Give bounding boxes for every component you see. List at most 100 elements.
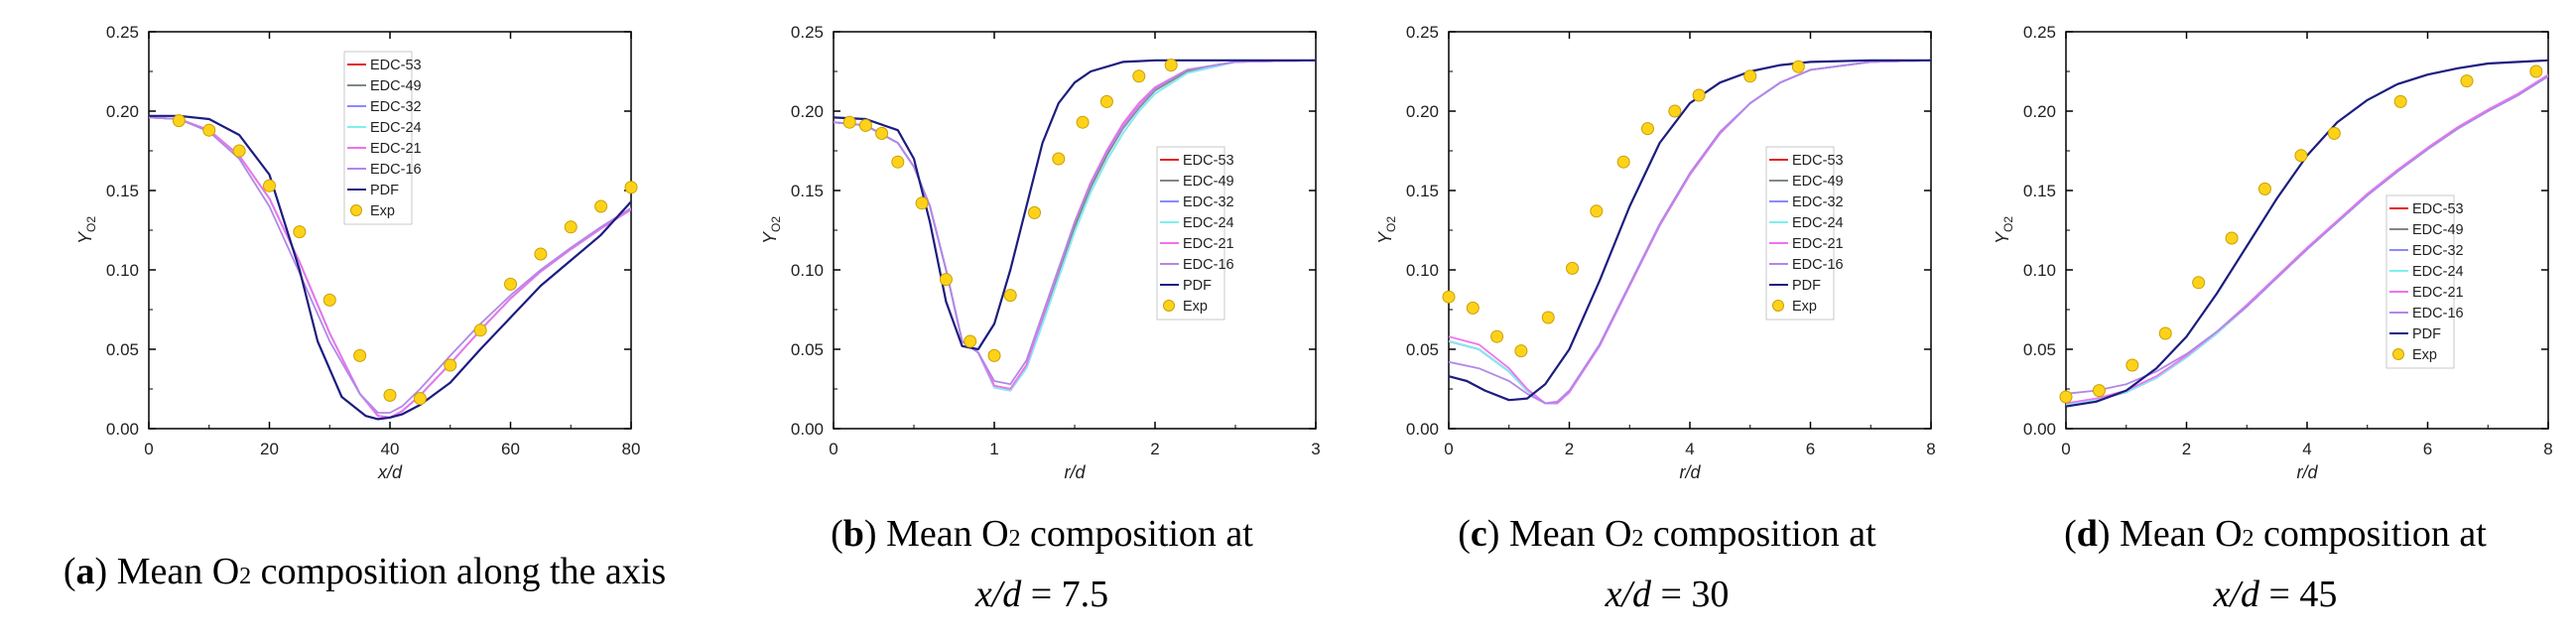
caption-c-text1: Mean O bbox=[1508, 513, 1632, 555]
y-tick-label: 0.20 bbox=[106, 102, 139, 121]
x-tick-label: 6 bbox=[1806, 440, 1815, 458]
x-tick-label: 8 bbox=[1926, 440, 1935, 458]
series-line-edc-49 bbox=[2066, 75, 2548, 406]
chart-panel-a: 0 20 40 60 80 0.00 0.05 0.10 0.15 0.20 0.25 x/d YO2 E… bbox=[75, 23, 640, 482]
series-line-edc-24 bbox=[2066, 75, 2548, 406]
caption-a-sub: 2 bbox=[239, 564, 252, 589]
series-line-edc-16 bbox=[1449, 59, 1931, 405]
exp-point bbox=[564, 220, 578, 234]
y-axis-label-sub: O2 bbox=[769, 216, 783, 232]
legend-label: PDF bbox=[2412, 326, 2441, 342]
x-tick-label: 6 bbox=[2423, 440, 2432, 458]
exp-point bbox=[842, 115, 856, 129]
legend-label: EDC-21 bbox=[370, 141, 422, 157]
x-tick-label: 2 bbox=[2182, 440, 2191, 458]
x-tick-label: 0 bbox=[2061, 440, 2070, 458]
caption-a-text2: composition along the axis bbox=[251, 551, 667, 592]
legend-label: EDC-21 bbox=[1183, 236, 1234, 252]
exp-point bbox=[2257, 182, 2271, 195]
exp-point bbox=[891, 155, 905, 169]
caption-d: (d) Mean O2 composition at x/d = 45 bbox=[2064, 513, 2487, 615]
legend-label: Exp bbox=[1183, 299, 1208, 315]
exp-point bbox=[2327, 126, 2341, 140]
series-line-edc-21 bbox=[2066, 73, 2548, 405]
legend-label: EDC-53 bbox=[1183, 153, 1234, 169]
y-tick-label: 0.05 bbox=[1406, 340, 1439, 359]
x-tick-label: 0 bbox=[1444, 440, 1453, 458]
exp-point bbox=[1466, 301, 1480, 315]
exp-point bbox=[172, 114, 186, 128]
exp-point bbox=[987, 348, 1001, 362]
x-axis-label: r/d bbox=[2296, 462, 2318, 482]
caption-b-text1: Mean O bbox=[886, 513, 1009, 555]
exp-point bbox=[353, 348, 367, 362]
series-line-pdf bbox=[149, 114, 631, 421]
y-tick-label: 0.05 bbox=[791, 340, 824, 359]
caption-a: (a) Mean O2 composition along the axis bbox=[63, 551, 667, 592]
x-tick-label: 2 bbox=[1150, 440, 1159, 458]
x-axis-label: r/d bbox=[1064, 462, 1086, 482]
caption-b: (b) Mean O2 composition at x/d = 7.5 bbox=[831, 513, 1253, 615]
y-axis-label-main: Y bbox=[1375, 230, 1395, 244]
exp-point bbox=[2393, 94, 2407, 108]
exp-point bbox=[939, 273, 953, 287]
exp-point bbox=[263, 179, 276, 192]
series-line-edc-16 bbox=[2066, 75, 2548, 395]
legend-label: EDC-21 bbox=[2412, 285, 2464, 301]
exp-point bbox=[1052, 152, 1066, 166]
legend-label: PDF bbox=[1792, 278, 1821, 294]
exp-point bbox=[2125, 358, 2139, 372]
exp-point bbox=[1003, 289, 1017, 303]
x-axis-label: r/d bbox=[1679, 462, 1701, 482]
caption-d-letter: d bbox=[2076, 513, 2098, 555]
x-tick-label: 1 bbox=[989, 440, 998, 458]
x-axis-label: x/d bbox=[377, 462, 403, 482]
legend-label: PDF bbox=[1183, 278, 1212, 294]
exp-point bbox=[383, 388, 397, 402]
exp-point bbox=[1590, 204, 1604, 218]
y-tick-label: 0.10 bbox=[791, 261, 824, 280]
exp-point bbox=[293, 225, 307, 239]
exp-point bbox=[1132, 69, 1146, 83]
y-tick-label: 0.00 bbox=[791, 420, 824, 439]
exp-point bbox=[1076, 115, 1090, 129]
legend-label: Exp bbox=[370, 203, 395, 219]
caption-b-var: x/d bbox=[974, 574, 1022, 615]
x-tick-label: 8 bbox=[2543, 440, 2552, 458]
series-line-edc-16 bbox=[149, 116, 631, 414]
y-tick-label: 0.25 bbox=[106, 23, 139, 42]
x-tick-label: 4 bbox=[2302, 440, 2311, 458]
exp-point bbox=[1791, 60, 1805, 73]
caption-c-sub: 2 bbox=[1631, 526, 1644, 552]
x-tick-label: 4 bbox=[1685, 440, 1694, 458]
exp-point bbox=[1099, 94, 1113, 108]
y-axis-label-main: Y bbox=[760, 230, 780, 244]
caption-a-letter: a bbox=[75, 551, 95, 592]
series-line-pdf bbox=[2066, 59, 2548, 408]
legend-label: EDC-32 bbox=[1183, 194, 1234, 210]
chart-panel-b: 0 1 2 3 0.00 0.05 0.10 0.15 0.20 0.25 r/d YO2 EDC-53… bbox=[760, 23, 1321, 482]
y-tick-label: 0.05 bbox=[106, 340, 139, 359]
exp-point bbox=[1514, 344, 1528, 358]
legend-label: EDC-24 bbox=[2412, 264, 2464, 280]
legend-label: EDC-49 bbox=[1183, 174, 1234, 190]
series-line-edc-16 bbox=[834, 59, 1316, 386]
legend: EDC-53 EDC-49 EDC-32 EDC-24 EDC-21 EDC-16 PDF E… bbox=[1156, 146, 1234, 320]
legend: EDC-53 EDC-49 EDC-32 EDC-24 EDC-21 EDC-16 PDF E… bbox=[1765, 146, 1844, 320]
exp-point bbox=[1490, 329, 1504, 343]
legend-label: EDC-16 bbox=[1183, 257, 1234, 273]
exp-point bbox=[202, 123, 216, 137]
legend-label: EDC-53 bbox=[1792, 153, 1844, 169]
y-tick-label: 0.25 bbox=[2023, 23, 2056, 42]
caption-b-letter: b bbox=[842, 513, 864, 555]
exp-point bbox=[473, 323, 487, 337]
exp-point bbox=[2460, 74, 2474, 88]
y-tick-label: 0.10 bbox=[1406, 261, 1439, 280]
legend-box bbox=[1156, 146, 1225, 320]
exp-point bbox=[1566, 261, 1580, 275]
caption-d-value: = 45 bbox=[2259, 574, 2338, 615]
legend-label: EDC-16 bbox=[370, 162, 422, 178]
exp-point bbox=[594, 199, 608, 213]
x-tick-label: 20 bbox=[260, 440, 279, 458]
y-tick-label: 0.10 bbox=[106, 261, 139, 280]
